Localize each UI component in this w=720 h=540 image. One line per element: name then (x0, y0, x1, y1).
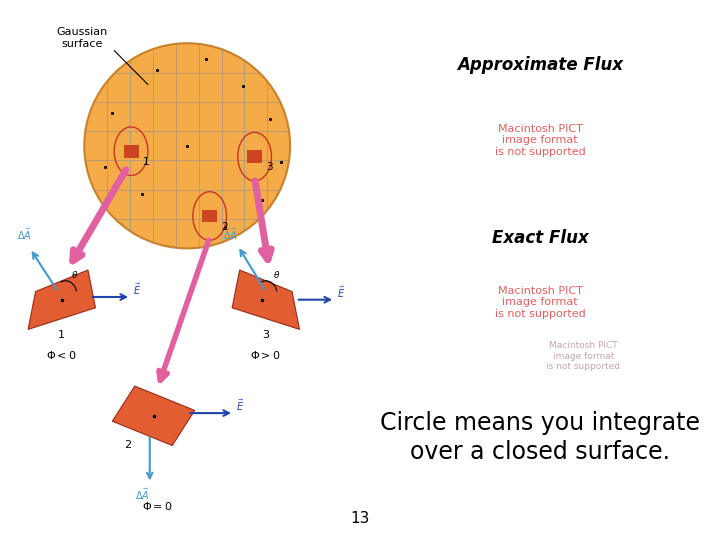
Text: Circle means you integrate
over a closed surface.: Circle means you integrate over a closed… (380, 410, 700, 464)
Text: $\Phi > 0$: $\Phi > 0$ (251, 349, 282, 361)
Text: 13: 13 (351, 511, 369, 526)
Text: 1: 1 (143, 157, 150, 167)
Text: Macintosh PICT
image format
is not supported: Macintosh PICT image format is not suppo… (495, 286, 585, 319)
Text: $\Delta\vec{A}$: $\Delta\vec{A}$ (135, 486, 150, 502)
Text: Gaussian
surface: Gaussian surface (57, 27, 108, 49)
Text: Macintosh PICT
image format
is not supported: Macintosh PICT image format is not suppo… (546, 341, 620, 372)
Text: 3: 3 (262, 329, 269, 340)
Text: $\Phi = 0$: $\Phi = 0$ (142, 500, 173, 512)
Text: $\theta$: $\theta$ (71, 269, 78, 280)
Text: 2: 2 (222, 221, 228, 232)
Bar (247, 150, 262, 163)
Ellipse shape (84, 43, 290, 248)
Text: $\Delta\vec{A}$: $\Delta\vec{A}$ (222, 227, 238, 242)
Text: $\vec{E}$: $\vec{E}$ (236, 398, 244, 414)
Text: $\theta$: $\theta$ (274, 269, 281, 280)
Text: 2: 2 (124, 440, 131, 450)
Polygon shape (112, 386, 194, 445)
Text: Exact Flux: Exact Flux (492, 228, 588, 247)
Polygon shape (28, 270, 96, 329)
Bar (124, 145, 138, 158)
Text: 1: 1 (58, 329, 66, 340)
Text: $\Phi < 0$: $\Phi < 0$ (46, 349, 77, 361)
Text: Macintosh PICT
image format
is not supported: Macintosh PICT image format is not suppo… (495, 124, 585, 157)
Text: 3: 3 (266, 162, 273, 172)
Text: Approximate Flux: Approximate Flux (457, 56, 623, 74)
Text: $\Delta\vec{A}$: $\Delta\vec{A}$ (17, 227, 32, 242)
Polygon shape (232, 270, 300, 329)
Bar (202, 210, 217, 222)
Text: $\vec{E}$: $\vec{E}$ (337, 285, 345, 300)
Text: $\vec{E}$: $\vec{E}$ (133, 282, 141, 298)
